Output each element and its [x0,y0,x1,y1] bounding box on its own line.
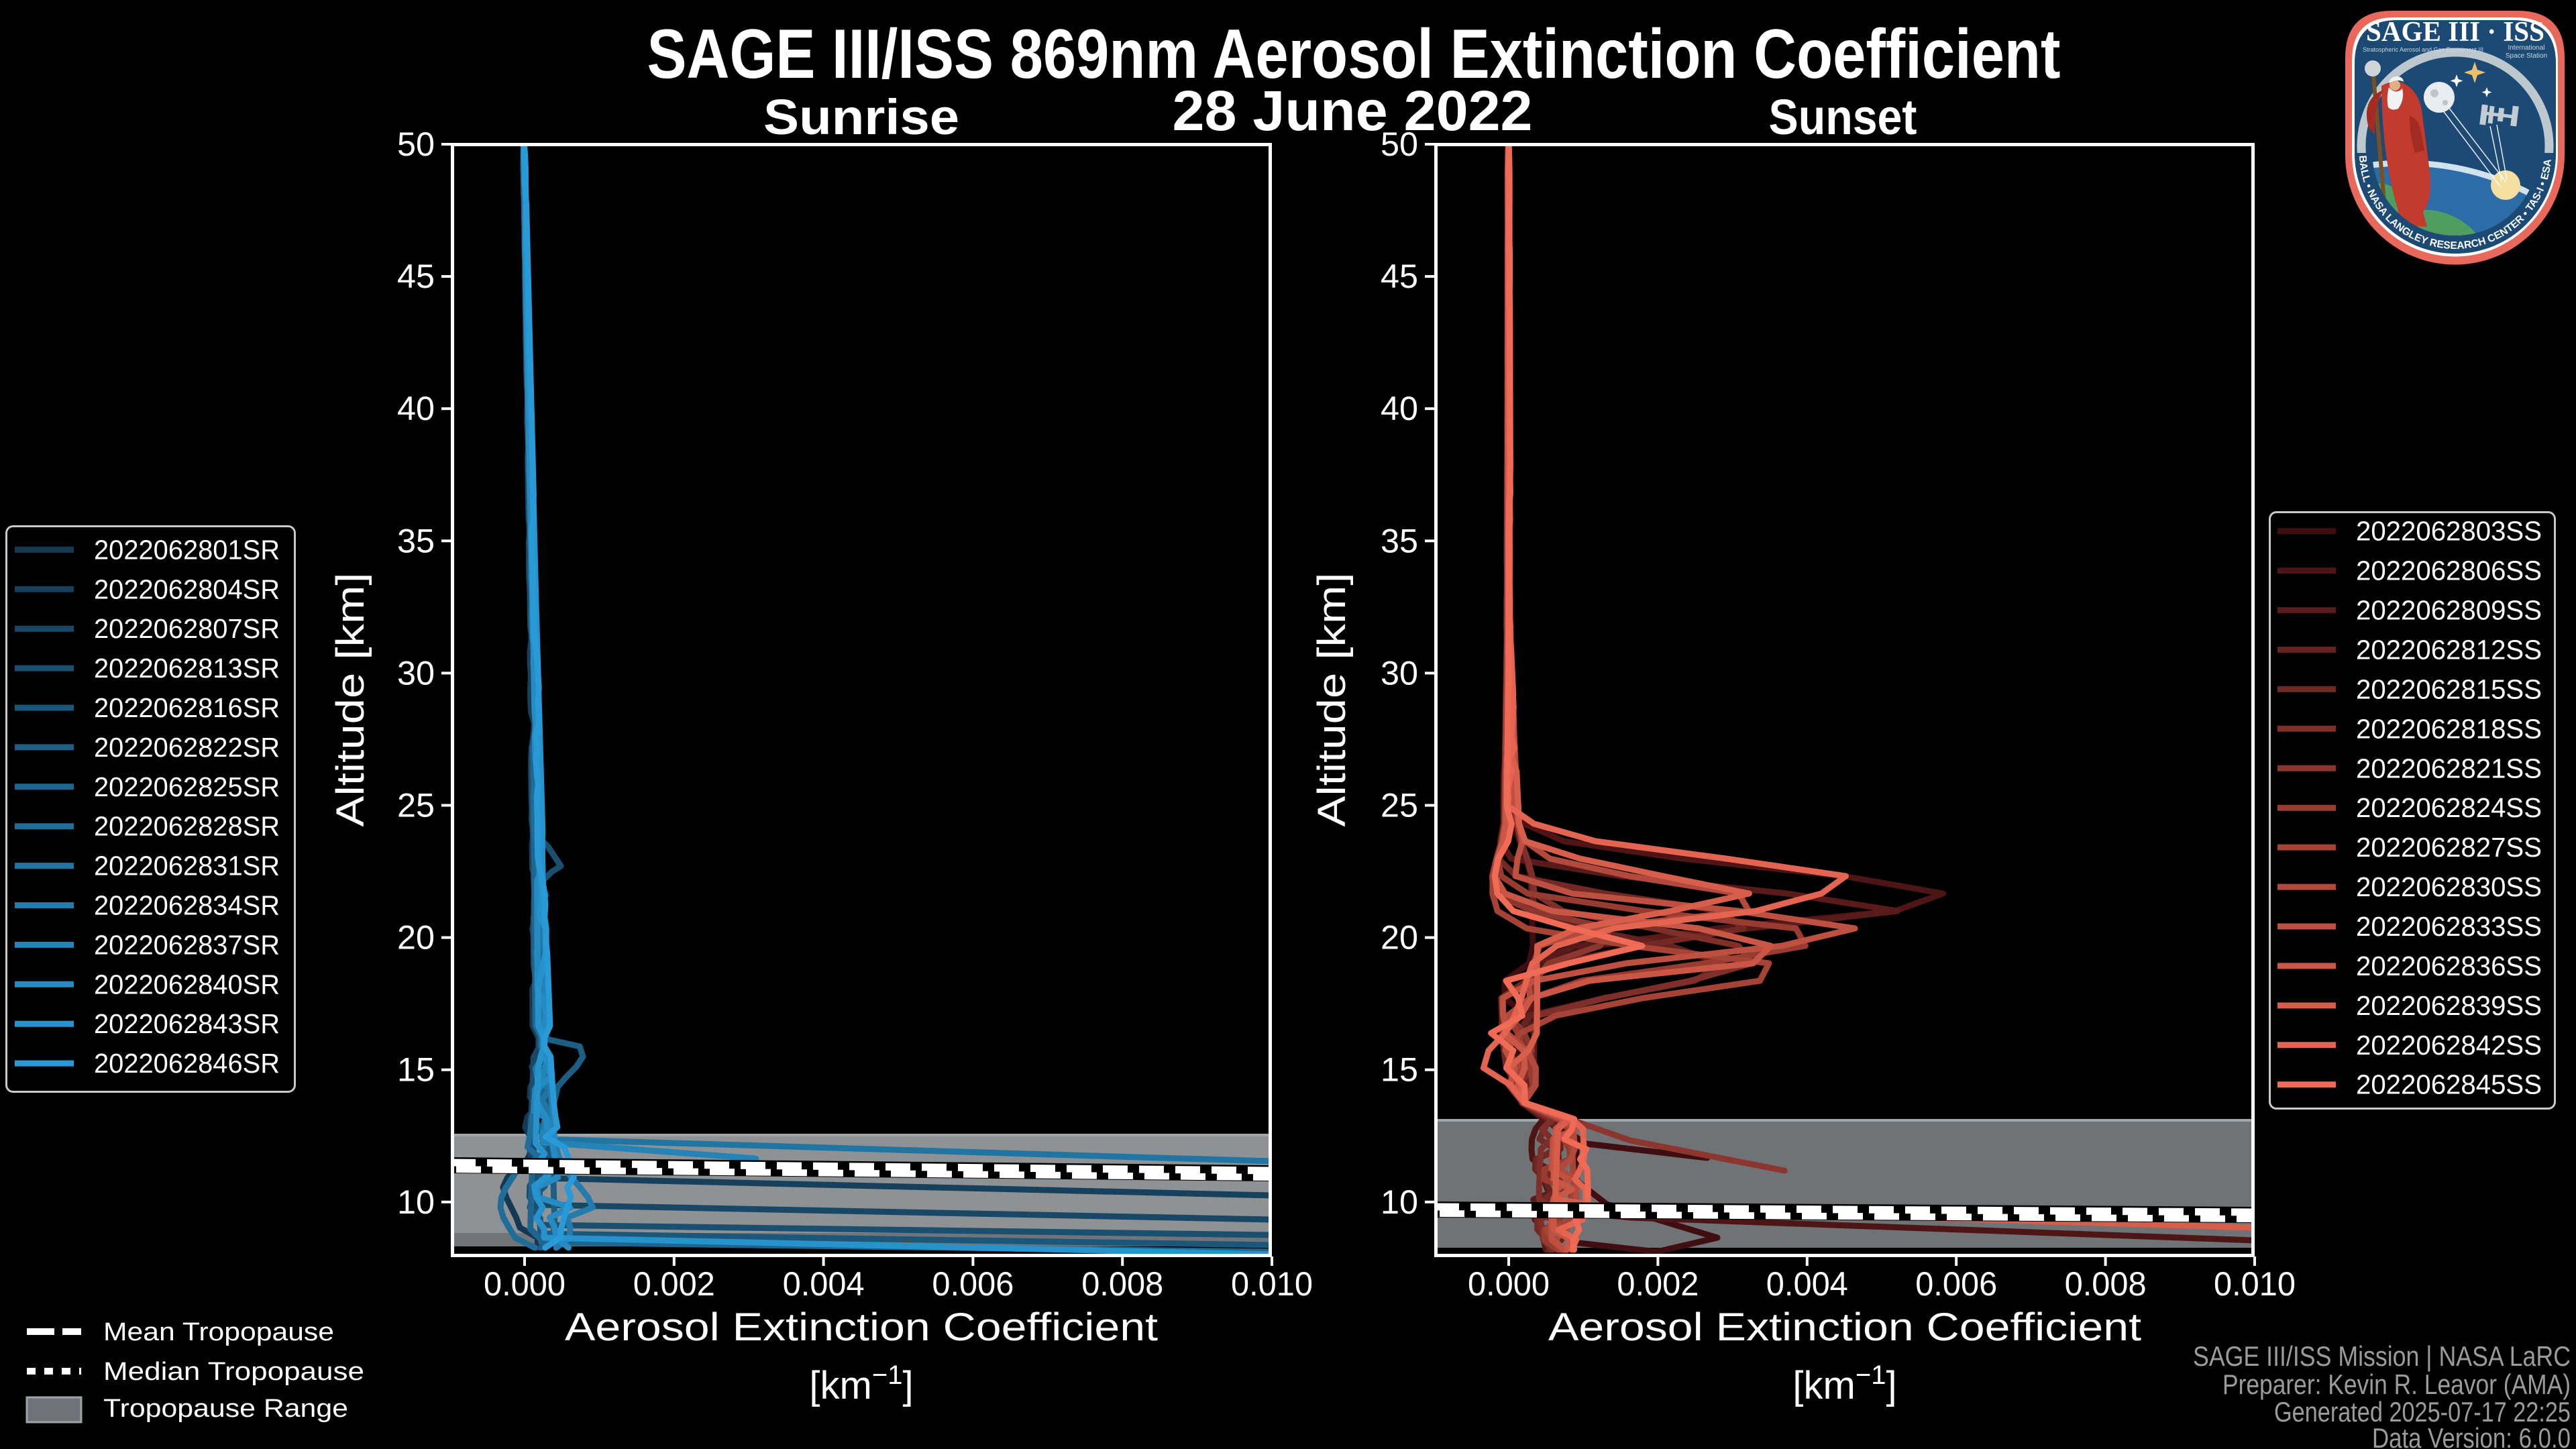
svg-text:2022062816SR: 2022062816SR [94,692,280,723]
svg-text:Data Version: 6.0.0: Data Version: 6.0.0 [2372,1422,2571,1449]
svg-text:Median Tropopause: Median Tropopause [103,1358,364,1386]
svg-text:2022062845SS: 2022062845SS [2356,1069,2542,1100]
svg-text:0.010: 0.010 [2214,1265,2296,1303]
svg-text:2022062813SR: 2022062813SR [94,653,280,684]
svg-text:Tropopause Range: Tropopause Range [103,1395,348,1423]
svg-text:SAGE III/ISS Mission | NASA La: SAGE III/ISS Mission | NASA LaRC [2193,1340,2571,1372]
svg-text:Altitude [km]: Altitude [km] [1310,573,1354,827]
svg-text:2022062837SR: 2022062837SR [94,929,280,960]
svg-text:2022062818SS: 2022062818SS [2356,713,2542,744]
svg-text:40: 40 [1381,390,1418,427]
svg-text:25: 25 [1381,787,1418,824]
svg-text:Aerosol Extinction Coefficient: Aerosol Extinction Coefficient [565,1305,1158,1349]
svg-text:50: 50 [1381,125,1418,163]
svg-text:0.010: 0.010 [1231,1265,1313,1303]
svg-text:2022062830SS: 2022062830SS [2356,871,2542,902]
svg-text:15: 15 [1381,1051,1418,1089]
svg-text:International: International [2508,44,2544,52]
svg-text:2022062815SS: 2022062815SS [2356,674,2542,704]
svg-text:Sunrise: Sunrise [763,89,959,145]
svg-text:2022062834SR: 2022062834SR [94,890,280,921]
svg-text:SAGE III · ISS: SAGE III · ISS [2366,17,2544,48]
svg-text:2022062831SR: 2022062831SR [94,851,280,881]
svg-text:2022062840SR: 2022062840SR [94,969,280,1000]
svg-text:2022062842SS: 2022062842SS [2356,1030,2542,1061]
svg-text:Altitude [km]: Altitude [km] [329,573,372,827]
svg-text:20: 20 [397,919,435,957]
svg-text:50: 50 [397,125,435,163]
svg-text:2022062806SS: 2022062806SS [2356,555,2542,586]
svg-text:Sunset: Sunset [1769,89,1917,145]
svg-text:40: 40 [397,390,435,427]
svg-text:28 June 2022: 28 June 2022 [1173,79,1533,142]
svg-text:30: 30 [397,654,435,692]
svg-text:2022062801SR: 2022062801SR [94,534,280,565]
svg-text:0.000: 0.000 [484,1265,566,1303]
svg-text:2022062803SS: 2022062803SS [2356,516,2542,547]
svg-text:2022062839SS: 2022062839SS [2356,990,2542,1021]
svg-text:2022062843SR: 2022062843SR [94,1008,280,1039]
svg-text:2022062809SS: 2022062809SS [2356,595,2542,626]
svg-text:Aerosol Extinction Coefficient: Aerosol Extinction Coefficient [1548,1305,2141,1349]
svg-text:2022062836SS: 2022062836SS [2356,951,2542,981]
svg-text:Preparer: Kevin R. Leavor (AMA: Preparer: Kevin R. Leavor (AMA) [2222,1368,2571,1400]
svg-text:Generated 2025-07-17 22:25: Generated 2025-07-17 22:25 [2274,1396,2571,1428]
svg-text:35: 35 [397,522,435,559]
svg-text:2022062828SR: 2022062828SR [94,811,280,842]
svg-text:30: 30 [1381,654,1418,692]
svg-text:0.002: 0.002 [633,1265,715,1303]
svg-text:45: 45 [397,258,435,295]
svg-text:2022062822SR: 2022062822SR [94,732,280,763]
svg-text:SAGE III/ISS 869nm Aerosol Ext: SAGE III/ISS 869nm Aerosol Extinction Co… [647,15,2061,93]
svg-text:35: 35 [1381,522,1418,559]
svg-text:Mean Tropopause: Mean Tropopause [103,1318,334,1346]
svg-text:2022062812SS: 2022062812SS [2356,635,2542,665]
svg-text:2022062824SS: 2022062824SS [2356,792,2542,823]
svg-text:2022062804SR: 2022062804SR [94,574,280,604]
svg-text:2022062846SR: 2022062846SR [94,1048,280,1079]
svg-text:15: 15 [397,1051,435,1089]
svg-text:10: 10 [1381,1183,1418,1221]
svg-text:2022062825SR: 2022062825SR [94,771,280,802]
svg-text:2022062827SS: 2022062827SS [2356,832,2542,863]
svg-text:2022062821SS: 2022062821SS [2356,753,2542,784]
svg-text:0.004: 0.004 [783,1265,865,1303]
svg-text:0.004: 0.004 [1766,1265,1848,1303]
svg-text:2022062807SR: 2022062807SR [94,613,280,644]
svg-text:45: 45 [1381,258,1418,295]
svg-text:0.008: 0.008 [2065,1265,2147,1303]
svg-text:Stratospheric Aerosol and Gas: Stratospheric Aerosol and Gas Experiment… [2363,46,2483,53]
svg-text:0.006: 0.006 [1915,1265,1997,1303]
svg-text:2022062833SS: 2022062833SS [2356,911,2542,942]
svg-text:0.006: 0.006 [932,1265,1014,1303]
svg-text:10: 10 [397,1183,435,1221]
svg-text:25: 25 [397,787,435,824]
svg-text:0.008: 0.008 [1081,1265,1163,1303]
svg-text:Space Station: Space Station [2506,52,2547,60]
svg-text:0.002: 0.002 [1617,1265,1699,1303]
svg-text:20: 20 [1381,919,1418,957]
svg-text:0.000: 0.000 [1468,1265,1550,1303]
